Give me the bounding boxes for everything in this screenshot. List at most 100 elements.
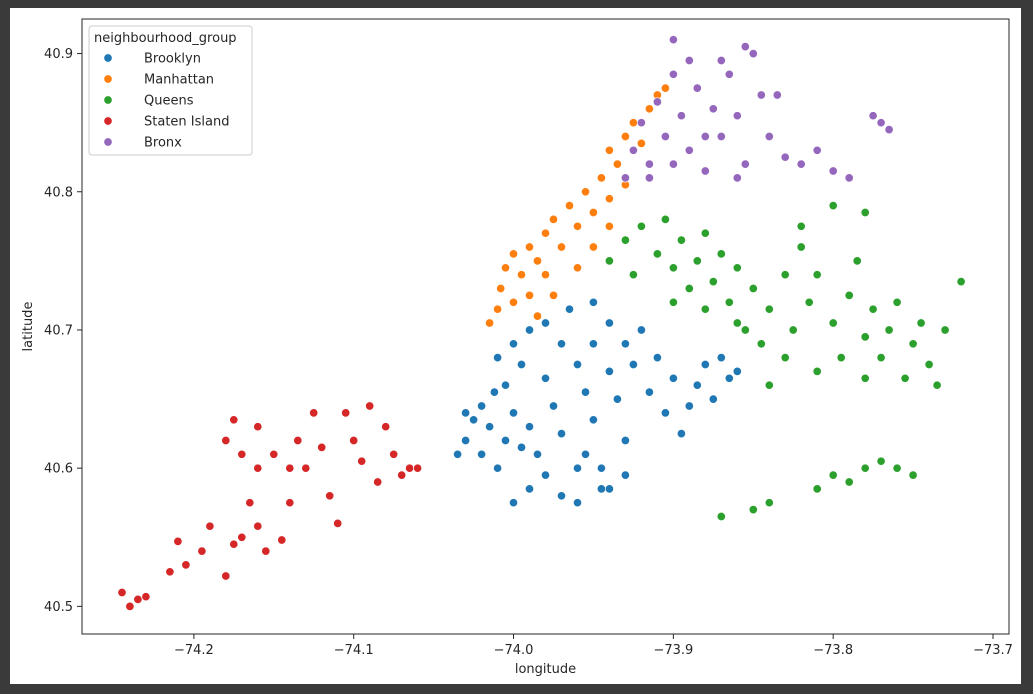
legend-marker [103,137,113,147]
data-point [748,283,758,294]
data-point [237,449,247,459]
data-point [732,111,742,121]
data-point [508,249,519,259]
data-point [461,408,471,418]
data-point [572,221,583,231]
data-point [812,145,822,155]
data-point [876,353,886,363]
data-point [692,83,702,93]
data-point [604,145,614,155]
data-point [620,235,630,245]
data-point [612,394,622,404]
data-point [660,131,670,142]
x-tick-label: −73.7 [973,643,1013,658]
data-point [676,235,686,245]
data-point [892,297,902,307]
data-point [301,463,311,473]
data-point [884,325,894,335]
data-point [668,159,678,169]
y-tick-label: 40.9 [44,47,73,62]
data-point [141,592,151,602]
data-point [572,498,583,508]
data-point [628,145,638,155]
data-point [764,304,774,314]
data-point [508,297,519,307]
data-point [588,207,598,218]
data-point [700,166,710,176]
data-point [516,270,527,280]
data-point [644,104,654,114]
data-point [381,422,391,432]
scatter-chart: −74.2 −74.1 −74.0 −73.9 −73.8 −73.7 40.540.64… [21,18,1013,677]
data-point [333,518,343,528]
data-point [732,318,742,328]
data-point [860,373,870,383]
data-point [389,449,399,459]
data-point [828,318,838,328]
data-point [197,546,207,556]
data-point [812,366,822,376]
data-point [724,69,734,79]
data-point [828,470,838,480]
data-point [716,131,726,142]
data-point [532,449,543,459]
data-point [860,207,870,218]
data-point [524,422,535,432]
data-point [373,477,383,487]
data-point [500,435,511,446]
data-point [956,277,966,287]
data-point [524,325,535,335]
data-point [732,366,742,376]
data-point [604,221,614,231]
data-point [676,429,686,439]
data-point [884,125,894,135]
data-point [572,463,583,473]
series-manhattan [485,83,670,328]
data-point [740,159,750,169]
plot-frame [81,18,1010,635]
data-point [237,532,247,542]
data-point [572,359,583,370]
data-point [524,484,535,494]
data-point [644,159,654,169]
x-tick-label: −73.8 [813,643,853,658]
data-point [588,339,598,349]
data-point [924,359,934,370]
data-point [844,477,854,487]
data-point [485,422,495,432]
data-point [229,539,239,549]
legend-marker [103,53,113,63]
legend-marker [103,74,113,84]
data-point [285,498,295,508]
data-point [596,463,606,473]
data-point [676,111,686,121]
data-point [932,380,942,390]
data-point [245,498,255,508]
data-point [117,587,127,598]
data-point [748,505,758,515]
data-point [325,491,335,501]
data-point [868,304,878,314]
y-tick-label: 40.6 [44,462,73,477]
data-point [500,380,511,390]
data-point [580,449,591,459]
data-point [493,353,503,363]
y-axis: 40.5 40.6 40.7 40.8 40.9 [44,47,82,615]
x-tick-label: −74.1 [334,643,374,658]
data-point [724,373,734,383]
y-tick-label: 40.5 [44,600,73,615]
y-tick-label: 40.8 [44,185,73,200]
data-point [860,332,870,342]
data-point [125,601,135,611]
data-point [453,449,463,459]
data-point [349,435,359,446]
legend: neighbourhood_group Brooklyn Manhattan Que… [88,25,253,156]
data-point [876,118,886,128]
data-point [652,249,662,259]
data-point [668,35,678,45]
data-point [868,111,878,121]
data-point [516,359,527,370]
data-point [173,536,183,546]
data-point [636,118,646,128]
data-point [764,380,774,390]
